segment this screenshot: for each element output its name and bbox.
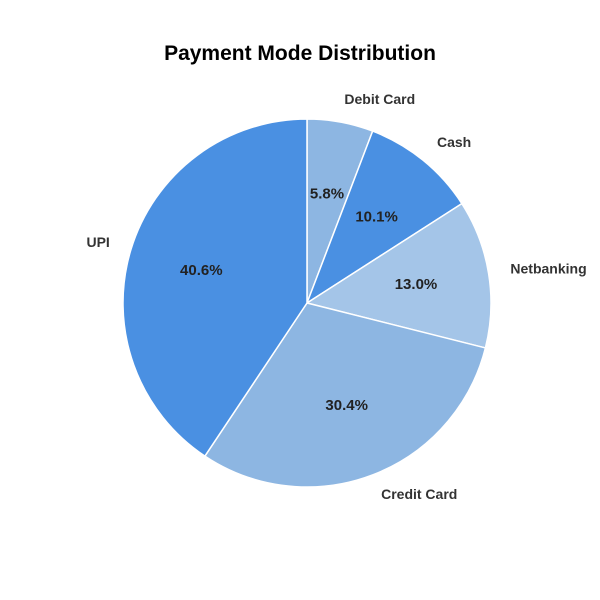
slice-percent-credit-card: 30.4% (325, 397, 368, 414)
pie-slice-credit-card (204, 302, 487, 488)
slice-percent-debit-card: 5.8% (310, 185, 344, 202)
pie-slices (122, 118, 492, 488)
pie-labels: Debit Card 5.8% Cash 10.1% Netbanking 13.0% Cr… (86, 91, 586, 502)
slice-label-debit-card: Debit Card (344, 91, 415, 107)
pie-slice-netbanking (306, 202, 492, 349)
slice-label-netbanking: Netbanking (510, 261, 586, 277)
slice-percent-upi: 40.6% (180, 262, 223, 279)
slice-percent-netbanking: 13.0% (395, 276, 438, 293)
slice-label-credit-card: Credit Card (381, 486, 457, 502)
slice-label-cash: Cash (437, 134, 471, 150)
slice-label-upi: UPI (86, 234, 109, 250)
pie-slice-upi (122, 118, 308, 457)
pie-slice-cash (306, 130, 463, 304)
chart-title: Payment Mode Distribution (164, 42, 436, 65)
slice-percent-cash: 10.1% (355, 208, 398, 225)
